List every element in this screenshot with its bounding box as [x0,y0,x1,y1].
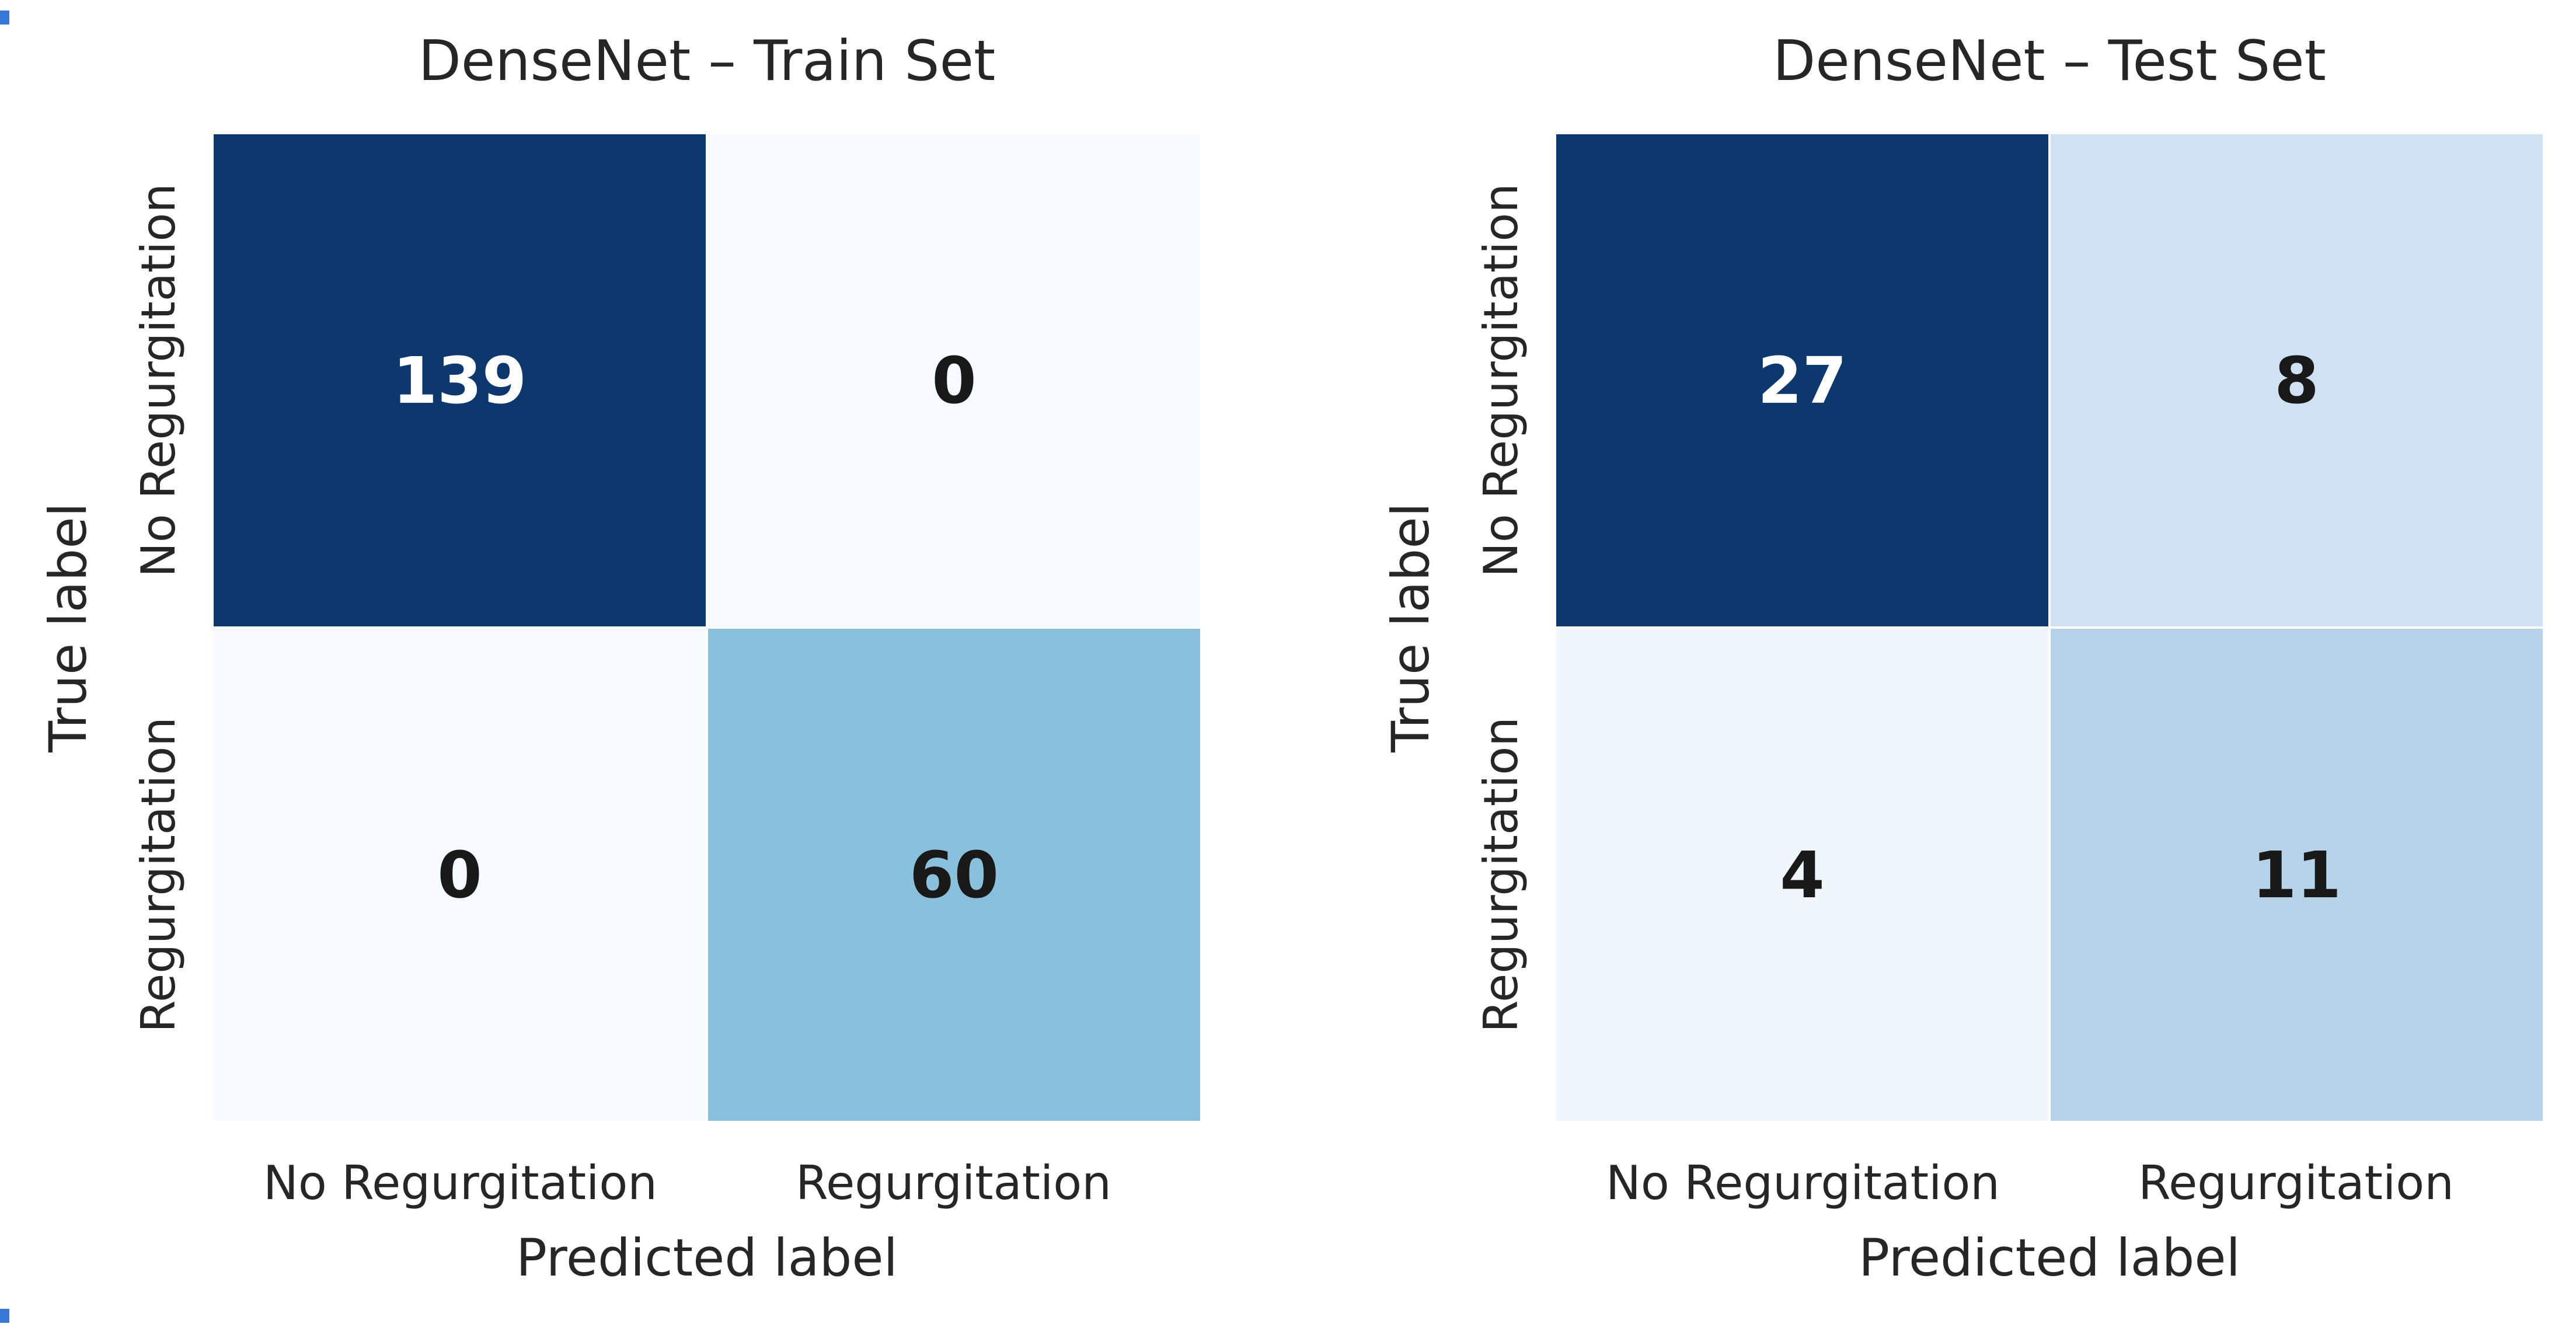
confusion-matrix-train-figure: DenseNet – Train Set True label No Regur… [33,18,1200,1288]
test-x-tick-row: No Regurgitation Regurgitation [1556,1121,2543,1210]
train-cell-false-negative: 0 [214,629,706,1121]
test-chart-body: True label No Regurgitation Regurgitatio… [1375,134,2543,1121]
test-y-tick-regurgitation: Regurgitation [1445,629,1556,1121]
train-x-tick-no-regurgitation: No Regurgitation [263,1156,658,1210]
test-heatmap-grid: 27 8 4 11 [1556,134,2543,1121]
train-chart-title: DenseNet – Train Set [418,29,996,93]
test-cell-false-positive: 8 [2051,134,2543,626]
test-y-axis-label-column: True label [1375,134,1445,1121]
train-y-tick-no-regurgitation: No Regurgitation [103,134,214,626]
train-y-axis-label: True label [37,503,98,752]
test-cell-false-negative: 4 [1556,629,2048,1121]
spacer [1375,105,2543,134]
test-y-tick-no-regurgitation-label: No Regurgitation [1473,183,1528,578]
test-cell-true-negative: 27 [1556,134,2048,626]
test-y-tick-no-regurgitation: No Regurgitation [1445,134,1556,626]
spacer [33,105,1200,134]
test-x-tick-regurgitation: Regurgitation [2138,1156,2454,1210]
test-chart-title: DenseNet – Test Set [1773,29,2326,93]
train-chart-body: True label No Regurgitation Regurgitatio… [33,134,1200,1121]
left-edge-blue-artifact-top [0,11,9,25]
train-x-tick-regurgitation: Regurgitation [796,1156,1111,1210]
test-x-axis-label: Predicted label [1859,1228,2240,1288]
train-y-tick-no-regurgitation-label: No Regurgitation [131,183,186,578]
train-x-axis-label: Predicted label [516,1228,898,1288]
confusion-matrix-test-figure: DenseNet – Test Set True label No Regurg… [1375,18,2543,1288]
train-cell-true-positive: 60 [708,629,1200,1121]
train-y-axis-label-column: True label [33,134,103,1121]
train-heatmap-grid: 139 0 0 60 [214,134,1200,1121]
test-cell-true-positive: 11 [2051,629,2543,1121]
train-cell-false-positive: 0 [708,134,1200,626]
train-y-tick-column: No Regurgitation Regurgitation [103,134,214,1121]
left-edge-blue-artifact-bottom [0,1309,9,1323]
train-x-tick-row: No Regurgitation Regurgitation [214,1121,1200,1210]
train-y-tick-regurgitation-label: Regurgitation [131,717,186,1033]
test-y-axis-label: True label [1380,503,1441,752]
test-y-tick-column: No Regurgitation Regurgitation [1445,134,1556,1121]
test-x-tick-no-regurgitation: No Regurgitation [1605,1156,2000,1210]
confusion-matrices-container: DenseNet – Train Set True label No Regur… [33,18,2543,1288]
train-cell-true-negative: 139 [214,134,706,626]
train-y-tick-regurgitation: Regurgitation [103,629,214,1121]
test-y-tick-regurgitation-label: Regurgitation [1473,717,1528,1033]
